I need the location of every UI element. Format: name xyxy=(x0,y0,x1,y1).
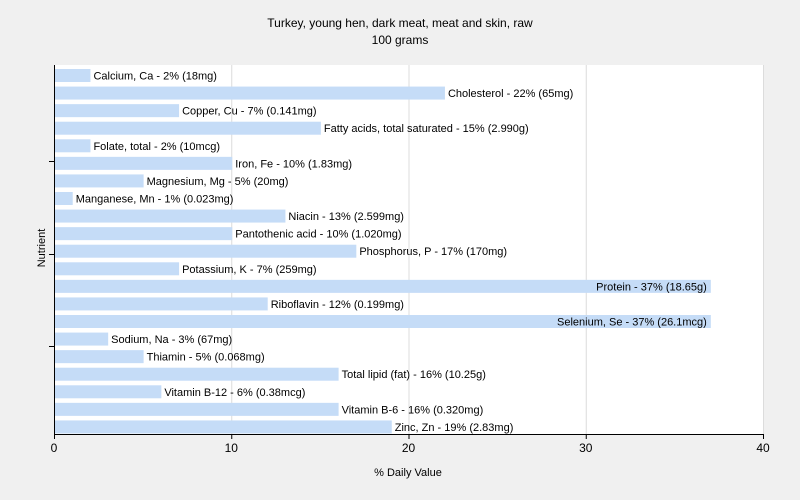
bar-4 xyxy=(55,139,91,153)
bar-9 xyxy=(55,227,233,241)
x-tick-label-20: 20 xyxy=(402,441,416,455)
bar-label-3: Fatty acids, total saturated - 15% (2.99… xyxy=(324,123,529,135)
bar-13 xyxy=(55,297,268,311)
bar-label-11: Potassium, K - 7% (259mg) xyxy=(182,264,317,276)
bar-2 xyxy=(55,104,180,118)
bar-6 xyxy=(55,174,144,188)
bar-1 xyxy=(55,86,445,100)
bar-label-7: Manganese, Mn - 1% (0.023mg) xyxy=(76,194,234,206)
bar-label-1: Cholesterol - 22% (65mg) xyxy=(448,88,573,100)
bar-19 xyxy=(55,402,339,416)
bar-label-9: Pantothenic acid - 10% (1.020mg) xyxy=(235,229,401,241)
bar-20 xyxy=(55,420,392,434)
bar-16 xyxy=(55,350,144,364)
bar-8 xyxy=(55,209,286,223)
bar-label-5: Iron, Fe - 10% (1.83mg) xyxy=(235,158,352,170)
x-axis-label: % Daily Value xyxy=(374,467,442,479)
bar-label-18: Vitamin B-12 - 6% (0.38mcg) xyxy=(164,387,305,399)
x-tick-label-10: 10 xyxy=(225,441,239,455)
bar-7 xyxy=(55,192,73,206)
x-tick-label-0: 0 xyxy=(51,441,58,455)
bar-label-13: Riboflavin - 12% (0.199mg) xyxy=(271,299,404,311)
chart-subtitle: 100 grams xyxy=(372,33,429,47)
bar-label-4: Folate, total - 2% (10mcg) xyxy=(93,141,220,153)
axes: 0 10 20 30 40 xyxy=(49,65,770,455)
bar-label-14: Selenium, Se - 37% (26.1mcg) xyxy=(557,317,707,329)
bar-label-10: Phosphorus, P - 17% (170mg) xyxy=(359,246,507,258)
bar-0 xyxy=(55,69,91,83)
bar-label-19: Vitamin B-6 - 16% (0.320mg) xyxy=(342,404,484,416)
y-axis-label: Nutrient xyxy=(36,229,48,268)
bar-14 xyxy=(55,315,711,329)
bar-label-2: Copper, Cu - 7% (0.141mg) xyxy=(182,106,317,118)
bar-5 xyxy=(55,156,233,170)
bar-label-6: Magnesium, Mg - 5% (20mg) xyxy=(147,176,289,188)
bar-15 xyxy=(55,332,109,346)
bar-17 xyxy=(55,367,339,381)
bar-label-17: Total lipid (fat) - 16% (10.25g) xyxy=(342,369,486,381)
bar-18 xyxy=(55,385,162,399)
x-tick-label-40: 40 xyxy=(756,441,770,455)
bar-3 xyxy=(55,121,321,135)
bar-10 xyxy=(55,244,357,258)
bars: Calcium, Ca - 2% (18mg) Cholesterol - 22%… xyxy=(55,69,711,434)
chart-title: Turkey, young hen, dark meat, meat and s… xyxy=(267,16,533,30)
bar-label-0: Calcium, Ca - 2% (18mg) xyxy=(93,71,216,83)
bar-12 xyxy=(55,279,711,293)
bar-11 xyxy=(55,262,180,276)
bar-label-20: Zinc, Zn - 19% (2.83mg) xyxy=(395,422,514,434)
bar-label-12: Protein - 37% (18.65g) xyxy=(596,281,707,293)
bar-label-8: Niacin - 13% (2.599mg) xyxy=(288,211,404,223)
bar-label-15: Sodium, Na - 3% (67mg) xyxy=(111,334,232,346)
bar-label-16: Thiamin - 5% (0.068mg) xyxy=(147,352,265,364)
x-tick-label-30: 30 xyxy=(579,441,593,455)
